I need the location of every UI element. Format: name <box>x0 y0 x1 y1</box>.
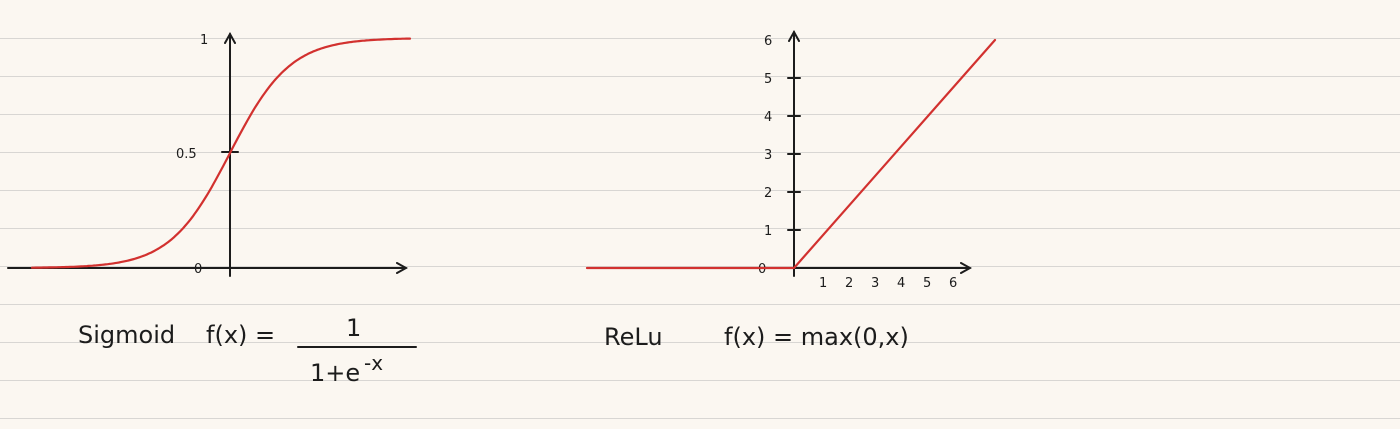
relu-y-tick-label-1: 1 <box>764 224 772 239</box>
sigmoid-y-tick-label-1: 1 <box>200 33 208 48</box>
relu-x-ticks: 1 2 3 4 5 6 <box>819 276 957 291</box>
relu-x-tick-label-5: 5 <box>923 276 931 291</box>
sigmoid-y-tick-label-0.5: 0.5 <box>176 147 197 162</box>
relu-name: ReLu <box>604 323 663 351</box>
sigmoid-formula: Sigmoid f(x) = 1 1+e -x <box>78 314 417 387</box>
relu-x-tick-label-4: 4 <box>897 276 905 291</box>
relu-x-tick-label-3: 3 <box>871 276 879 291</box>
relu-formula: ReLu f(x) = max(0,x) <box>604 323 909 351</box>
relu-y-tick-label-6: 6 <box>764 34 772 49</box>
sigmoid-formula-denominator: 1+e <box>310 359 360 387</box>
relu-y-ticks: 0 1 2 3 4 5 6 <box>758 34 801 277</box>
sigmoid-chart: 0 0.5 1 <box>7 33 412 277</box>
sigmoid-formula-lhs: f(x) = <box>206 321 275 349</box>
relu-chart: 0 1 2 3 4 5 6 1 2 3 4 5 6 <box>585 32 997 291</box>
relu-curve <box>585 38 997 270</box>
sigmoid-name: Sigmoid <box>78 321 175 349</box>
relu-x-tick-label-6: 6 <box>949 276 957 291</box>
relu-formula-text: f(x) = max(0,x) <box>724 323 909 351</box>
sigmoid-formula-numerator: 1 <box>346 314 361 342</box>
relu-x-tick-label-2: 2 <box>845 276 853 291</box>
sigmoid-formula-exponent: -x <box>364 351 383 375</box>
sigmoid-y-tick-label-0: 0 <box>194 262 202 277</box>
sigmoid-curve <box>30 37 412 269</box>
relu-y-tick-label-5: 5 <box>764 72 772 87</box>
relu-y-tick-label-3: 3 <box>764 148 772 163</box>
relu-y-tick-label-2: 2 <box>764 186 772 201</box>
relu-x-tick-label-1: 1 <box>819 276 827 291</box>
relu-y-tick-label-4: 4 <box>764 110 772 125</box>
relu-y-tick-label-0: 0 <box>758 262 766 277</box>
